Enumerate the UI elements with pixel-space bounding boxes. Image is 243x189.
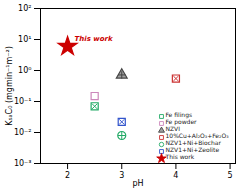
svg-text:2: 2 bbox=[65, 171, 70, 180]
svg-text:NZV1+Ni+Biochar: NZV1+Ni+Biochar bbox=[166, 139, 222, 146]
svg-text:10⁻¹: 10⁻¹ bbox=[14, 97, 32, 106]
svg-text:KₛₐC₀ (mgmin⁻¹m⁻²): KₛₐC₀ (mgmin⁻¹m⁻²) bbox=[5, 46, 14, 126]
svg-text:4: 4 bbox=[173, 171, 178, 180]
svg-text:Fe powder: Fe powder bbox=[165, 117, 197, 125]
svg-text:pH: pH bbox=[132, 179, 143, 188]
svg-text:3: 3 bbox=[119, 171, 124, 180]
svg-text:This work: This work bbox=[165, 153, 195, 160]
svg-text:10⁰: 10⁰ bbox=[18, 66, 31, 75]
svg-text:NZV1+Ni+Zeolite: NZV1+Ni+Zeolite bbox=[166, 146, 220, 153]
svg-text:10⁻²: 10⁻² bbox=[14, 128, 32, 137]
svg-text:5: 5 bbox=[228, 171, 233, 180]
svg-text:This work: This work bbox=[75, 35, 114, 43]
svg-text:10¹: 10¹ bbox=[18, 35, 31, 44]
svg-text:Fe filings: Fe filings bbox=[165, 110, 193, 118]
svg-text:NZVI: NZVI bbox=[166, 125, 181, 132]
svg-text:10%Cu+Al₂O₃+Fe₂O₃: 10%Cu+Al₂O₃+Fe₂O₃ bbox=[166, 132, 230, 139]
svg-text:10²: 10² bbox=[18, 4, 31, 13]
svg-text:10⁻³: 10⁻³ bbox=[14, 159, 32, 168]
